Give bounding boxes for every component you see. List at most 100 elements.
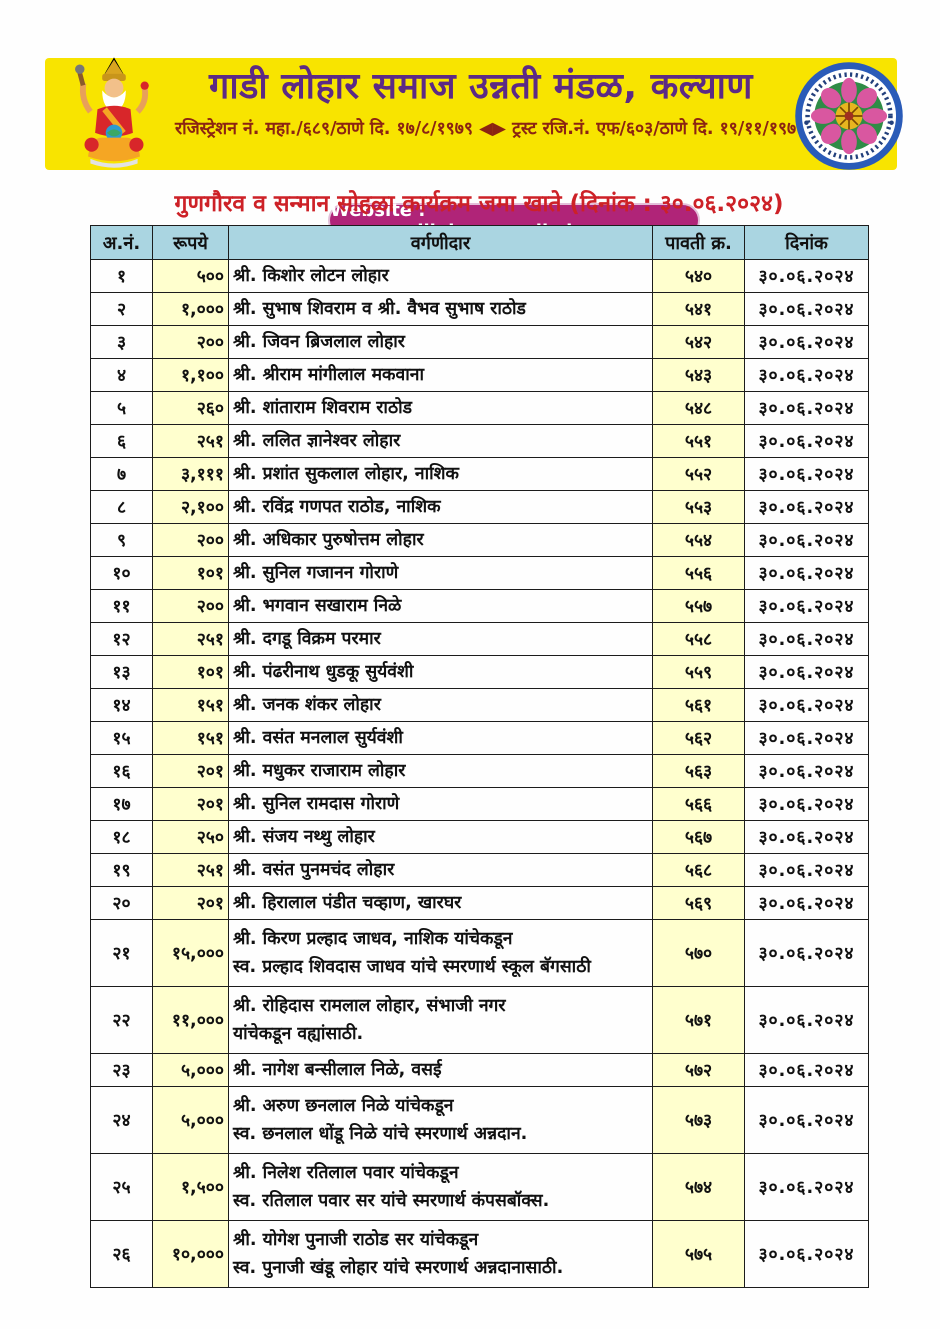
banner-text-block: गाडी लोहार समाज उन्नती मंडळ, कल्याण रजिस… [175, 64, 806, 140]
column-header-amount: रूपये [152, 225, 229, 260]
cell-amount: १०१ [152, 556, 229, 590]
registration-line: रजिस्ट्रेशन नं. महा./६८९/ठाणे दि. १७/८/१… [175, 119, 806, 139]
cell-date: ३०.०६.२०२४ [744, 523, 869, 557]
cell-donor: श्री. पंढरीनाथ धुडकू सुर्यवंशी [228, 655, 653, 689]
vishwakarma-deity-icon [75, 57, 149, 168]
cell-donor: श्री. हिरालाल पंडीत चव्हाण, खारघर [228, 886, 653, 920]
cell-serial: १२ [90, 622, 153, 656]
cell-serial: ४ [90, 358, 153, 392]
society-seal-icon [795, 62, 903, 170]
donor-line: श्री. सुभाष शिवराम व श्री. वैभव सुभाष रा… [233, 299, 526, 319]
cell-amount: २५० [152, 820, 229, 854]
organization-title: गाडी लोहार समाज उन्नती मंडळ, कल्याण [209, 66, 753, 107]
cell-serial: २ [90, 292, 153, 326]
cell-donor: श्री. वसंत पुनमचंद लोहार [228, 853, 653, 887]
cell-donor: श्री. भगवान सखाराम निळे [228, 589, 653, 623]
cell-receipt: ५६८ [652, 853, 745, 887]
donor-line: श्री. सुनिल गजानन गोराणे [233, 563, 399, 583]
table-row: ३ २०० श्री. जिवन ब्रिजलाल लोहार ५४२ ३०.०६.२०… [90, 325, 869, 359]
cell-amount: १,१०० [152, 358, 229, 392]
donor-line: श्री. अधिकार पुरुषोत्तम लोहार [233, 530, 424, 550]
cell-donor: श्री. शांताराम शिवराम राठोड [228, 391, 653, 425]
donor-line: स्व. प्रल्हाद शिवदास जाधव यांचे स्मरणार्… [233, 957, 591, 977]
cell-receipt: ५७० [652, 919, 745, 987]
cell-date: ३०.०६.२०२४ [744, 1053, 869, 1087]
cell-date: ३०.०६.२०२४ [744, 1086, 869, 1154]
cell-date: ३०.०६.२०२४ [744, 259, 869, 293]
cell-donor: श्री. किशोर लोटन लोहार [228, 259, 653, 293]
cell-receipt: ५७५ [652, 1220, 745, 1288]
cell-serial: ९ [90, 523, 153, 557]
cell-donor: श्री. संजय नथ्थु लोहार [228, 820, 653, 854]
donor-line: श्री. श्रीराम मांगीलाल मकवाना [233, 365, 424, 385]
cell-serial: २३ [90, 1053, 153, 1087]
table-row: २२ ११,००० श्री. रोहिदास रामलाल लोहार, संभा… [90, 986, 869, 1054]
cell-amount: २०० [152, 325, 229, 359]
cell-receipt: ५४३ [652, 358, 745, 392]
cell-amount: २०१ [152, 787, 229, 821]
cell-date: ३०.०६.२०२४ [744, 919, 869, 987]
cell-date: ३०.०६.२०२४ [744, 986, 869, 1054]
cell-amount: १०१ [152, 655, 229, 689]
table-row: ९ २०० श्री. अधिकार पुरुषोत्तम लोहार ५५४ ३०.०… [90, 523, 869, 557]
donor-line: स्व. छनलाल धोंडू निळे यांचे स्मरणार्थ अन… [233, 1124, 528, 1144]
donor-line: श्री. भगवान सखाराम निळे [233, 596, 402, 616]
donor-line: श्री. रविंद्र गणपत राठोड, नाशिक [233, 497, 441, 517]
donor-line: श्री. संजय नथ्थु लोहार [233, 827, 375, 847]
table-row: १२ २५१ श्री. दगडू विक्रम परमार ५५८ ३०.०६.२०२… [90, 622, 869, 656]
cell-serial: १५ [90, 721, 153, 755]
cell-date: ३०.०६.२०२४ [744, 391, 869, 425]
cell-date: ३०.०६.२०२४ [744, 556, 869, 590]
cell-amount: १,००० [152, 292, 229, 326]
page-title: गुणगौरव व सन्मान सोहळा कार्यक्रम जमा खात… [174, 191, 784, 217]
cell-serial: ७ [90, 457, 153, 491]
cell-receipt: ५६३ [652, 754, 745, 788]
cell-date: ३०.०६.२०२४ [744, 490, 869, 524]
cell-receipt: ५४० [652, 259, 745, 293]
cell-receipt: ५५२ [652, 457, 745, 491]
donation-ledger-table: अ.नं. रूपये वर्गणीदार पावती क्र. दिनांक … [90, 225, 869, 1288]
cell-donor: श्री. योगेश पुनाजी राठोड सर यांचेकडून स्व… [228, 1220, 653, 1288]
donor-line: श्री. रोहिदास रामलाल लोहार, संभाजी नगर [233, 996, 506, 1016]
cell-serial: ३ [90, 325, 153, 359]
cell-date: ३०.०६.२०२४ [744, 820, 869, 854]
cell-date: ३०.०६.२०२४ [744, 589, 869, 623]
cell-donor: श्री. सुनिल गजानन गोराणे [228, 556, 653, 590]
cell-date: ३०.०६.२०२४ [744, 292, 869, 326]
table-row: २० २०१ श्री. हिरालाल पंडीत चव्हाण, खारघर ५६… [90, 886, 869, 920]
column-header-serial: अ.नं. [90, 225, 153, 260]
cell-amount: १५१ [152, 721, 229, 755]
cell-serial: २१ [90, 919, 153, 987]
cell-serial: २६ [90, 1220, 153, 1288]
cell-amount: १५,००० [152, 919, 229, 987]
cell-donor: श्री. जनक शंकर लोहार [228, 688, 653, 722]
table-row: २१ १५,००० श्री. किरण प्रल्हाद जाधव, नाशिक … [90, 919, 869, 987]
table-row: १० १०१ श्री. सुनिल गजानन गोराणे ५५६ ३०.०६.२०… [90, 556, 869, 590]
donor-line: श्री. दगडू विक्रम परमार [233, 629, 381, 649]
cell-receipt: ५६१ [652, 688, 745, 722]
cell-serial: १६ [90, 754, 153, 788]
cell-donor: श्री. प्रशांत सुकलाल लोहार, नाशिक [228, 457, 653, 491]
table-row: ४ १,१०० श्री. श्रीराम मांगीलाल मकवाना ५४३ ३०… [90, 358, 869, 392]
cell-donor: श्री. सुनिल रामदास गोराणे [228, 787, 653, 821]
cell-serial: १० [90, 556, 153, 590]
table-row: १६ २०१ श्री. मधुकर राजाराम लोहार ५६३ ३०.०६.२… [90, 754, 869, 788]
cell-receipt: ५४८ [652, 391, 745, 425]
cell-receipt: ५७२ [652, 1053, 745, 1087]
donor-line: श्री. वसंत मनलाल सुर्यवंशी [233, 728, 403, 748]
cell-receipt: ५५४ [652, 523, 745, 557]
cell-donor: श्री. निलेश रतिलाल पवार यांचेकडून स्व. रत… [228, 1153, 653, 1221]
table-row: १ ५०० श्री. किशोर लोटन लोहार ५४० ३०.०६.२०२४ [90, 259, 869, 293]
donor-line: श्री. नागेश बन्सीलाल निळे, वसई [233, 1060, 442, 1080]
cell-date: ३०.०६.२०२४ [744, 721, 869, 755]
cell-amount: १५१ [152, 688, 229, 722]
table-row: ६ २५१ श्री. ललित ज्ञानेश्वर लोहार ५५१ ३०.०६.… [90, 424, 869, 458]
cell-serial: १४ [90, 688, 153, 722]
table-row: ११ २०० श्री. भगवान सखाराम निळे ५५७ ३०.०६.२०२… [90, 589, 869, 623]
table-row: २६ १०,००० श्री. योगेश पुनाजी राठोड सर यांच… [90, 1220, 869, 1288]
cell-donor: श्री. दगडू विक्रम परमार [228, 622, 653, 656]
cell-receipt: ५६९ [652, 886, 745, 920]
cell-receipt: ५५१ [652, 424, 745, 458]
donor-line: श्री. ललित ज्ञानेश्वर लोहार [233, 431, 401, 451]
